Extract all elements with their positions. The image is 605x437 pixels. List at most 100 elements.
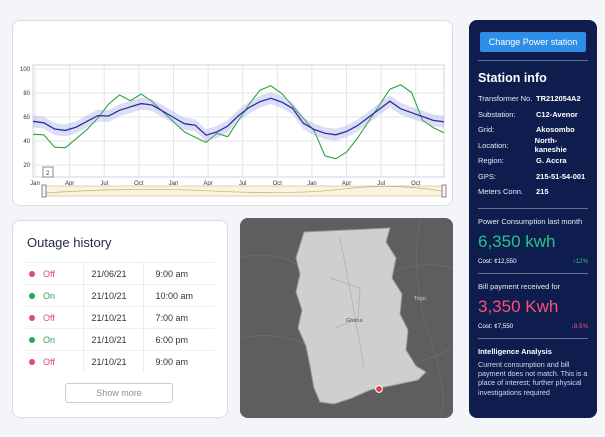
divider bbox=[478, 207, 588, 209]
outage-status: On bbox=[25, 328, 83, 351]
outage-history-title: Outage history bbox=[27, 235, 112, 250]
divider bbox=[478, 337, 588, 339]
status-dot-icon bbox=[29, 359, 35, 366]
field-value: G. Accra bbox=[536, 156, 567, 166]
field-label: Substation: bbox=[478, 109, 516, 119]
ghana-map[interactable]: Ghana Togo bbox=[240, 218, 453, 418]
station-info-panel: Change Power station Station info Transf… bbox=[469, 20, 597, 418]
range-badge bbox=[42, 166, 54, 178]
outage-date: 21/10/21 bbox=[82, 328, 143, 351]
outage-status: Off bbox=[25, 350, 83, 373]
station-field: GPS: 215-51-54-001 bbox=[478, 169, 588, 185]
range-badge-label: 2 bbox=[46, 171, 50, 177]
outage-status: On bbox=[25, 284, 83, 307]
series-line bbox=[32, 97, 445, 136]
divider bbox=[478, 60, 588, 61]
station-field: Location: North-kaneshie bbox=[478, 136, 588, 155]
y-tick-label: 20 bbox=[23, 163, 30, 169]
x-tick-label: Jan bbox=[169, 181, 179, 187]
outage-date: 21/10/21 bbox=[82, 306, 143, 329]
outage-date: 21/10/21 bbox=[82, 284, 143, 307]
station-field: Grid: Akosombo bbox=[478, 122, 588, 138]
field-label: Region: bbox=[478, 156, 504, 166]
map-canvas: Ghana Togo bbox=[240, 218, 453, 418]
range-navigator bbox=[44, 185, 447, 197]
station-field: Transformer No. TR212054A2 bbox=[478, 91, 588, 107]
field-label: Meters Conn. bbox=[478, 187, 524, 197]
consumption-change: ↑12% bbox=[572, 257, 588, 265]
series-band bbox=[33, 92, 444, 142]
x-tick-label: Oct bbox=[134, 181, 144, 187]
x-tick-label: Jul bbox=[100, 181, 108, 187]
consumption-line-chart: 20 40 60 80 100 Jan Apr Jul Oct Jan Apr Jul Oct Jan Ap… bbox=[20, 64, 447, 198]
x-tick-label: Oct bbox=[273, 181, 283, 187]
outage-history-card: Outage history Off 21/06/21 9:00 am On 21/10… bbox=[12, 220, 228, 418]
outage-time: 9:00 am bbox=[142, 262, 215, 285]
outage-time: 6:00 pm bbox=[142, 328, 215, 351]
station-field: Substation: C12-Avenor bbox=[478, 107, 588, 123]
outage-time: 9:00 am bbox=[142, 350, 215, 373]
y-tick-label: 100 bbox=[20, 67, 31, 73]
field-value: North-kaneshie bbox=[534, 136, 567, 155]
field-value: TR212054A2 bbox=[536, 94, 581, 104]
x-tick-label: Apr bbox=[65, 181, 74, 187]
bill-change: ↓8.5% bbox=[570, 322, 588, 330]
bill-value: 3,350 Kwh bbox=[478, 296, 559, 316]
consumption-value: 6,350 kwh bbox=[478, 231, 556, 251]
x-tick-label: Jan bbox=[30, 181, 40, 187]
navigator-right-handle[interactable] bbox=[441, 184, 447, 198]
bill-cost: Cost: ¢7,550 bbox=[478, 322, 514, 330]
divider bbox=[478, 272, 588, 274]
y-tick-label: 80 bbox=[23, 91, 30, 97]
field-value: 215 bbox=[536, 187, 549, 197]
status-dot-icon bbox=[29, 337, 35, 344]
outage-row: On 21/10/21 6:00 pm bbox=[25, 328, 215, 351]
x-tick-label: Oct bbox=[411, 181, 421, 187]
navigator-left-handle[interactable] bbox=[41, 184, 47, 198]
outage-status: Off bbox=[25, 262, 83, 285]
ghana-map-label: Ghana bbox=[346, 318, 363, 324]
intelligence-title: Intelligence Analysis bbox=[478, 346, 552, 356]
outage-time: 10:00 am bbox=[142, 284, 215, 307]
field-label: Grid: bbox=[478, 125, 495, 135]
outage-time: 7:00 am bbox=[142, 306, 215, 329]
status-dot-icon bbox=[29, 315, 35, 322]
y-tick-label: 60 bbox=[23, 115, 30, 121]
x-tick-label: Apr bbox=[342, 181, 351, 187]
station-info-title: Station info bbox=[478, 71, 547, 85]
series-line bbox=[32, 84, 445, 160]
x-tick-label: Jan bbox=[307, 181, 317, 187]
field-label: Transformer No. bbox=[478, 94, 533, 104]
field-label: Location: bbox=[478, 140, 509, 150]
field-label: GPS: bbox=[478, 171, 496, 181]
intelligence-text: Current consumption and bill payment doe… bbox=[478, 359, 588, 397]
consumption-label: Power Consumption last month bbox=[478, 216, 583, 226]
outage-row: On 21/10/21 10:00 am bbox=[25, 284, 215, 307]
navigator-trace bbox=[44, 186, 443, 194]
outage-row: Off 21/10/21 9:00 am bbox=[25, 350, 215, 373]
consumption-cost: Cost: ¢12,550 bbox=[478, 257, 517, 265]
status-dot-icon bbox=[29, 293, 35, 300]
consumption-chart-card: 20 40 60 80 100 Jan Apr Jul Oct Jan Apr Jul Oct Jan Ap… bbox=[12, 20, 453, 206]
outage-date: 21/06/21 bbox=[82, 262, 143, 285]
y-tick-label: 40 bbox=[23, 139, 30, 145]
outage-date: 21/10/21 bbox=[82, 350, 143, 373]
status-dot-icon bbox=[29, 271, 35, 278]
outage-row: Off 21/10/21 7:00 am bbox=[25, 306, 215, 329]
field-value: 215-51-54-001 bbox=[536, 171, 586, 181]
station-location-marker[interactable] bbox=[375, 385, 383, 393]
x-tick-label: Jul bbox=[239, 181, 247, 187]
togo-map-label: Togo bbox=[414, 296, 426, 302]
field-value: C12-Avenor bbox=[536, 109, 578, 119]
x-tick-label: Jul bbox=[377, 181, 385, 187]
x-tick-label: Apr bbox=[203, 181, 212, 187]
outage-table: Off 21/06/21 9:00 am On 21/10/21 10:00 am Off 2… bbox=[25, 262, 215, 373]
bill-label: Bill payment received for bbox=[478, 281, 561, 291]
outage-status: Off bbox=[25, 306, 83, 329]
change-power-station-button[interactable]: Change Power station bbox=[480, 32, 586, 52]
station-field: Meters Conn. 215 bbox=[478, 184, 588, 200]
outage-row: Off 21/06/21 9:00 am bbox=[25, 262, 215, 285]
field-value: Akosombo bbox=[536, 125, 575, 135]
show-more-button[interactable]: Show more bbox=[65, 383, 173, 403]
station-field: Region: G. Accra bbox=[478, 153, 588, 169]
